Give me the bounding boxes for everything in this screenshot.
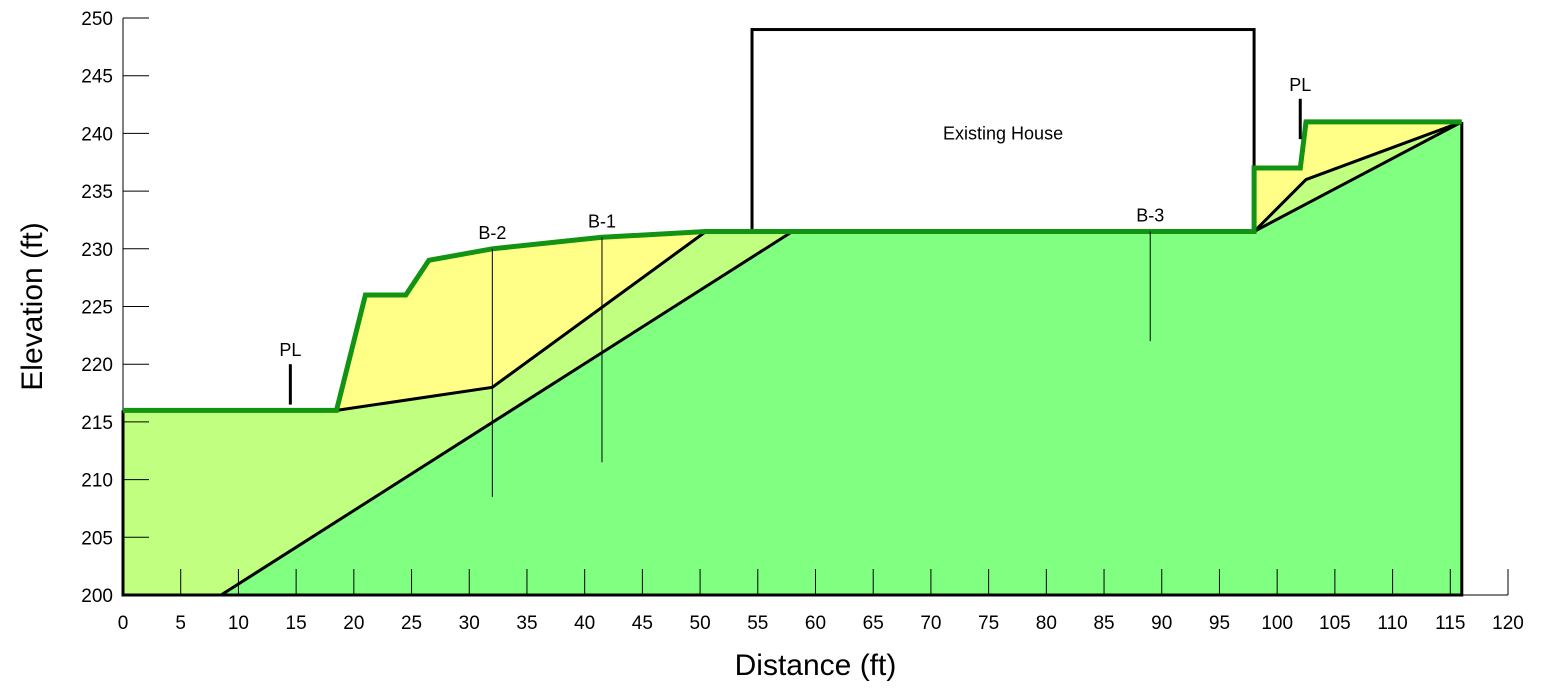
x-tick-label: 70 — [920, 613, 941, 634]
property-line-label: PL — [279, 340, 301, 360]
x-tick-label: 15 — [286, 613, 307, 634]
x-tick-label: 85 — [1093, 613, 1114, 634]
borings: B-2 B-1 B-3 — [478, 205, 1164, 497]
y-tick-label: 220 — [81, 355, 113, 376]
axes: 0 5 10 15 20 25 30 35 40 45 50 55 60 65 70 75 80 85 90 95 10… — [81, 9, 1524, 634]
x-tick-label: 90 — [1151, 613, 1172, 634]
x-tick-label: 105 — [1319, 613, 1351, 634]
soil-layers — [123, 121, 1462, 596]
y-tick-label: 230 — [81, 240, 113, 261]
layer-boundary — [220, 230, 794, 597]
boring-label: B-1 — [588, 211, 616, 231]
y-tick-label: 240 — [81, 124, 113, 145]
y-tick-label: 210 — [81, 471, 113, 492]
soil-layer-upper_right — [1254, 121, 1462, 232]
x-tick-label: 115 — [1435, 613, 1465, 634]
property-line-label: PL — [1289, 75, 1311, 95]
x-tick-label: 75 — [978, 613, 999, 634]
x-tick-label: 25 — [401, 613, 422, 634]
boring-label: B-2 — [478, 223, 506, 243]
soil-layer-upper_left — [336, 231, 706, 411]
y-axis-title: Elevation (ft) — [16, 222, 49, 390]
x-tick-label: 30 — [459, 613, 480, 634]
x-tick-label: 55 — [747, 613, 768, 634]
layer-boundary — [1253, 120, 1463, 233]
x-tick-label: 20 — [343, 613, 364, 634]
y-tick-label: 250 — [81, 9, 113, 30]
house-label: Existing House — [943, 123, 1063, 143]
y-tick-label: 215 — [81, 413, 113, 434]
x-tick-label: 60 — [805, 613, 826, 634]
x-tick-label: 120 — [1492, 613, 1524, 634]
x-tick-label: 80 — [1036, 613, 1057, 634]
house-outline — [750, 28, 1256, 233]
y-tick-label: 205 — [81, 528, 113, 549]
x-tick-label: 45 — [632, 613, 653, 634]
layer-boundary — [1253, 120, 1463, 233]
property-lines: PL PL — [279, 75, 1311, 405]
x-axis-title: Distance (ft) — [735, 649, 897, 682]
x-tick-label: 35 — [516, 613, 537, 634]
y-tick-label: 200 — [81, 586, 113, 607]
soil-layer-lower — [221, 121, 1462, 596]
x-tick-label: 65 — [863, 613, 884, 634]
x-tick-label: 100 — [1261, 613, 1293, 634]
x-tick-label: 40 — [574, 613, 595, 634]
y-tick-label: 225 — [81, 298, 113, 319]
x-tick-label: 95 — [1209, 613, 1230, 634]
boring-label: B-3 — [1136, 205, 1164, 225]
soil-layer-middle — [123, 231, 793, 595]
x-tick-label: 50 — [690, 613, 711, 634]
y-tick-label: 235 — [81, 182, 113, 203]
x-tick-label: 5 — [175, 613, 186, 634]
x-tick-label: 10 — [228, 613, 249, 634]
y-tick-label: 245 — [81, 67, 113, 88]
x-tick-label: 0 — [118, 613, 129, 634]
existing-house: Existing House — [750, 28, 1256, 233]
x-tick-label: 110 — [1377, 613, 1407, 634]
